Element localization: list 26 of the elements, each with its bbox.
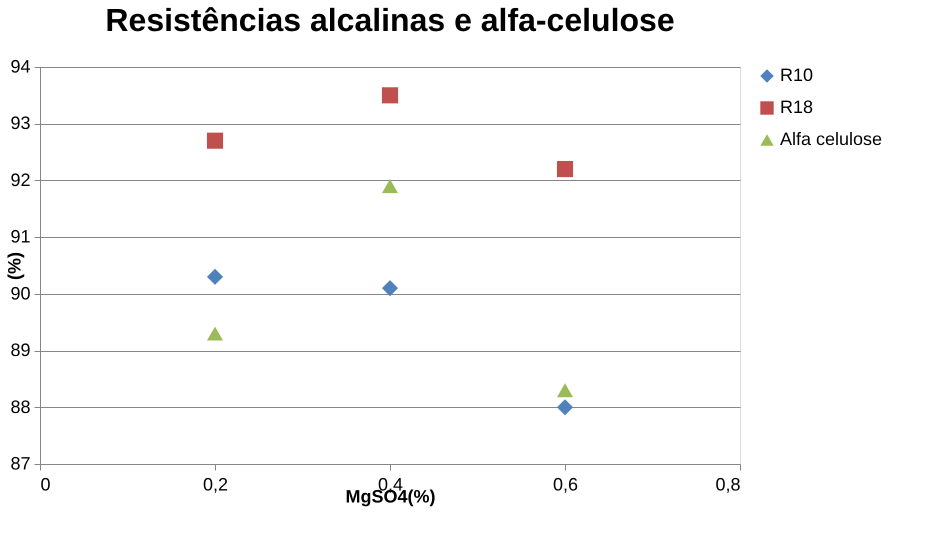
point — [556, 399, 574, 416]
legend-label: Alfa celulose — [780, 129, 882, 149]
y-axis-title: (%) — [4, 252, 24, 280]
x-tick-label: 0,8 — [715, 474, 740, 494]
point — [556, 161, 574, 178]
y-tick-label: 87 — [10, 454, 30, 474]
x-tick-label: 0,6 — [552, 474, 578, 494]
point — [206, 268, 224, 285]
point — [556, 383, 574, 398]
y-tick-label: 92 — [10, 170, 30, 190]
legend-label: R10 — [780, 65, 814, 85]
point — [382, 280, 398, 296]
x-tick-label: 0,2 — [202, 474, 228, 494]
y-tick-label: 89 — [10, 340, 30, 360]
y-tick-label: 93 — [10, 113, 30, 134]
y-tick-label: 94 — [10, 56, 30, 76]
x-tick-label: 0 — [40, 474, 51, 494]
point — [382, 179, 398, 194]
y-tick-label: 90 — [10, 283, 30, 304]
point — [206, 326, 224, 341]
point — [206, 132, 224, 149]
y-tick-label: 91 — [10, 226, 30, 247]
chart-title: Resistências alcalinas e alfa-celulose — [105, 2, 675, 38]
legend-label: R18 — [780, 97, 814, 117]
point — [382, 87, 398, 104]
y-tick-label: 88 — [10, 396, 30, 417]
